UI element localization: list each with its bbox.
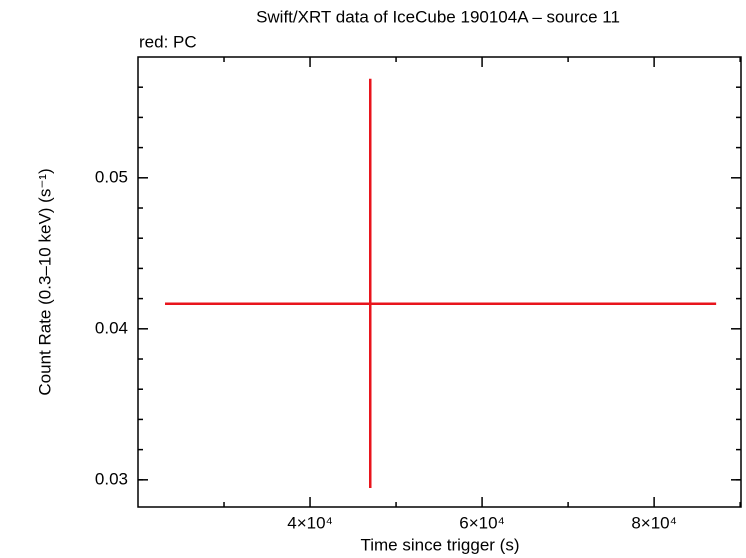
subtitle: red: PC	[139, 32, 197, 51]
y-axis-label: Count Rate (0.3–10 keV) (s⁻¹)	[35, 168, 54, 395]
x-tick-label: 4×10⁴	[287, 513, 333, 532]
x-tick-label: 8×10⁴	[631, 513, 677, 532]
chart-title: Swift/XRT data of IceCube 190104A – sour…	[256, 7, 620, 26]
y-tick-label: 0.05	[95, 167, 128, 186]
x-axis-label: Time since trigger (s)	[360, 535, 519, 554]
y-tick-label: 0.03	[95, 469, 128, 488]
y-tick-label: 0.04	[95, 318, 128, 337]
plot-frame	[137, 56, 742, 508]
x-tick-label: 6×10⁴	[459, 513, 505, 532]
